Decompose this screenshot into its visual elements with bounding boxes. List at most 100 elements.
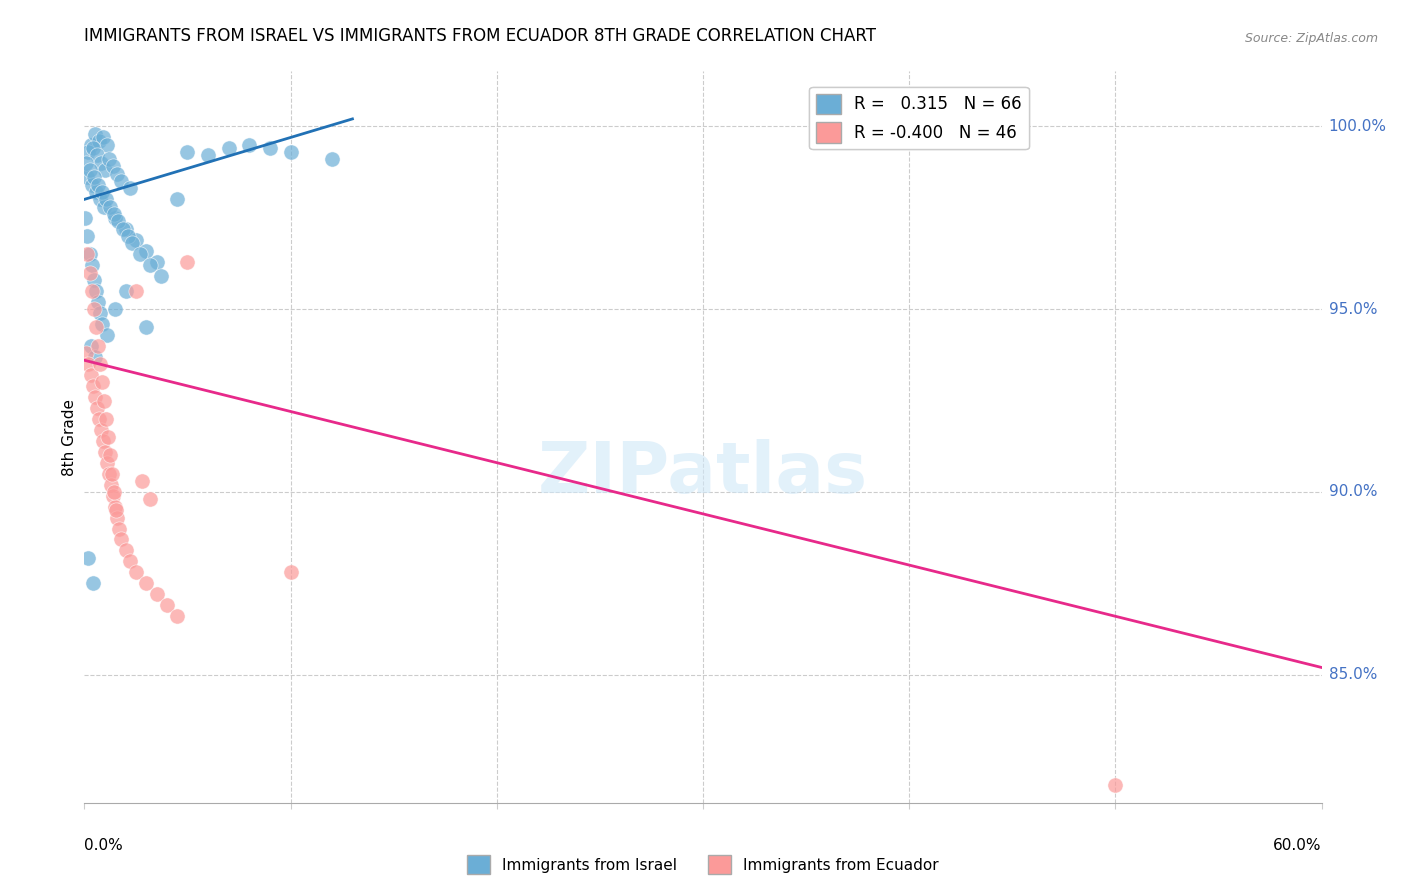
Point: [110, 533, 132, 547]
Point: [83, 127, 105, 141]
Point: [131, 474, 153, 488]
Point: [77, 145, 100, 159]
Point: [80, 284, 103, 298]
Point: [149, 269, 172, 284]
Point: [135, 244, 157, 258]
Point: [176, 254, 198, 268]
Point: [103, 489, 125, 503]
Point: [93, 393, 115, 408]
Point: [105, 503, 128, 517]
Point: [118, 554, 141, 568]
Point: [82, 576, 104, 591]
Point: [156, 599, 179, 613]
Point: [84, 185, 107, 199]
Point: [145, 587, 167, 601]
Point: [83, 302, 105, 317]
Point: [75, 346, 97, 360]
Text: ZIPatlas: ZIPatlas: [538, 439, 868, 508]
Point: [90, 423, 112, 437]
Point: [83, 273, 105, 287]
Point: [83, 390, 105, 404]
Point: [84, 284, 107, 298]
Point: [98, 152, 121, 166]
Point: [1104, 778, 1126, 792]
Point: [166, 609, 188, 624]
Point: [86, 148, 108, 162]
Legend: R =   0.315   N = 66, R = -0.400   N = 46: R = 0.315 N = 66, R = -0.400 N = 46: [810, 87, 1029, 149]
Point: [90, 376, 112, 390]
Point: [75, 156, 97, 170]
Point: [238, 137, 260, 152]
Text: 95.0%: 95.0%: [1329, 301, 1376, 317]
Point: [84, 320, 107, 334]
Point: [135, 320, 157, 334]
Point: [94, 193, 117, 207]
Point: [83, 350, 105, 364]
Point: [321, 152, 343, 166]
Point: [118, 181, 141, 195]
Point: [82, 379, 104, 393]
Point: [94, 444, 117, 458]
Point: [79, 368, 101, 382]
Point: [98, 467, 121, 481]
Point: [96, 327, 118, 342]
Text: 85.0%: 85.0%: [1329, 667, 1376, 682]
Point: [197, 148, 219, 162]
Point: [87, 412, 110, 426]
Point: [91, 434, 114, 448]
Point: [114, 284, 136, 298]
Point: [101, 467, 124, 481]
Point: [100, 477, 122, 491]
Point: [104, 500, 127, 514]
Point: [89, 357, 111, 371]
Point: [83, 170, 105, 185]
Point: [96, 456, 118, 470]
Point: [135, 576, 157, 591]
Point: [90, 317, 112, 331]
Point: [76, 170, 98, 185]
Point: [93, 200, 115, 214]
Point: [76, 229, 98, 244]
Point: [117, 229, 139, 244]
Point: [107, 214, 129, 228]
Point: [105, 510, 128, 524]
Text: Source: ZipAtlas.com: Source: ZipAtlas.com: [1244, 31, 1378, 45]
Point: [77, 357, 100, 371]
Point: [166, 193, 188, 207]
Point: [280, 566, 302, 580]
Point: [139, 492, 162, 507]
Point: [90, 185, 112, 199]
Legend: Immigrants from Israel, Immigrants from Ecuador: Immigrants from Israel, Immigrants from …: [461, 849, 945, 880]
Point: [103, 207, 125, 221]
Point: [103, 485, 125, 500]
Point: [89, 193, 111, 207]
Point: [80, 258, 103, 272]
Point: [104, 211, 127, 225]
Point: [114, 543, 136, 558]
Text: 90.0%: 90.0%: [1329, 484, 1376, 500]
Text: 0.0%: 0.0%: [84, 838, 124, 854]
Point: [110, 174, 132, 188]
Point: [104, 302, 127, 317]
Point: [259, 141, 281, 155]
Point: [79, 339, 101, 353]
Point: [125, 284, 148, 298]
Point: [87, 178, 110, 192]
Point: [98, 449, 121, 463]
Point: [139, 258, 162, 272]
Point: [75, 211, 97, 225]
Point: [97, 430, 120, 444]
Point: [90, 156, 112, 170]
Point: [80, 178, 103, 192]
Point: [87, 339, 110, 353]
Point: [86, 401, 108, 415]
Point: [103, 160, 125, 174]
Point: [89, 306, 111, 320]
Point: [129, 247, 152, 261]
Point: [87, 134, 110, 148]
Text: 100.0%: 100.0%: [1329, 119, 1386, 134]
Point: [218, 141, 240, 155]
Point: [79, 137, 101, 152]
Text: IMMIGRANTS FROM ISRAEL VS IMMIGRANTS FROM ECUADOR 8TH GRADE CORRELATION CHART: IMMIGRANTS FROM ISRAEL VS IMMIGRANTS FRO…: [84, 27, 876, 45]
Point: [105, 167, 128, 181]
